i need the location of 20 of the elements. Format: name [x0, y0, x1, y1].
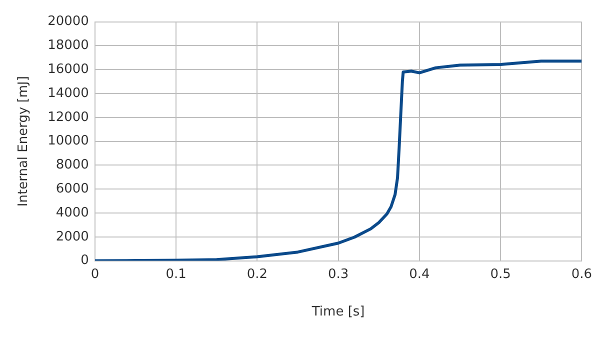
y-tick-label: 4000 [56, 205, 89, 220]
x-tick-label: 0.2 [246, 266, 268, 282]
y-tick-label: 0 [80, 253, 89, 268]
x-tick-label: 0.5 [490, 266, 511, 282]
x-axis-title: Time [s] [310, 304, 365, 320]
y-tick-label: 10000 [48, 134, 89, 149]
y-axis-title: Internal Energy [mJ] [16, 76, 32, 207]
x-tick-label: 0.3 [328, 266, 349, 282]
x-tick-label: 0.1 [166, 266, 186, 282]
y-tick-label: 16000 [48, 62, 89, 77]
y-tick-label: 2000 [56, 229, 89, 244]
y-tick-label: 8000 [56, 158, 89, 173]
x-tick-label: 0.6 [571, 266, 592, 282]
y-tick-label: 14000 [48, 86, 89, 101]
x-tick-label: 0 [90, 266, 100, 282]
x-tick-label: 0.4 [409, 266, 430, 282]
y-tick-label: 18000 [48, 38, 89, 54]
y-tick-label: 6000 [56, 181, 89, 196]
y-tick-label: 20000 [48, 14, 89, 30]
y-tick-label: 12000 [48, 110, 89, 125]
